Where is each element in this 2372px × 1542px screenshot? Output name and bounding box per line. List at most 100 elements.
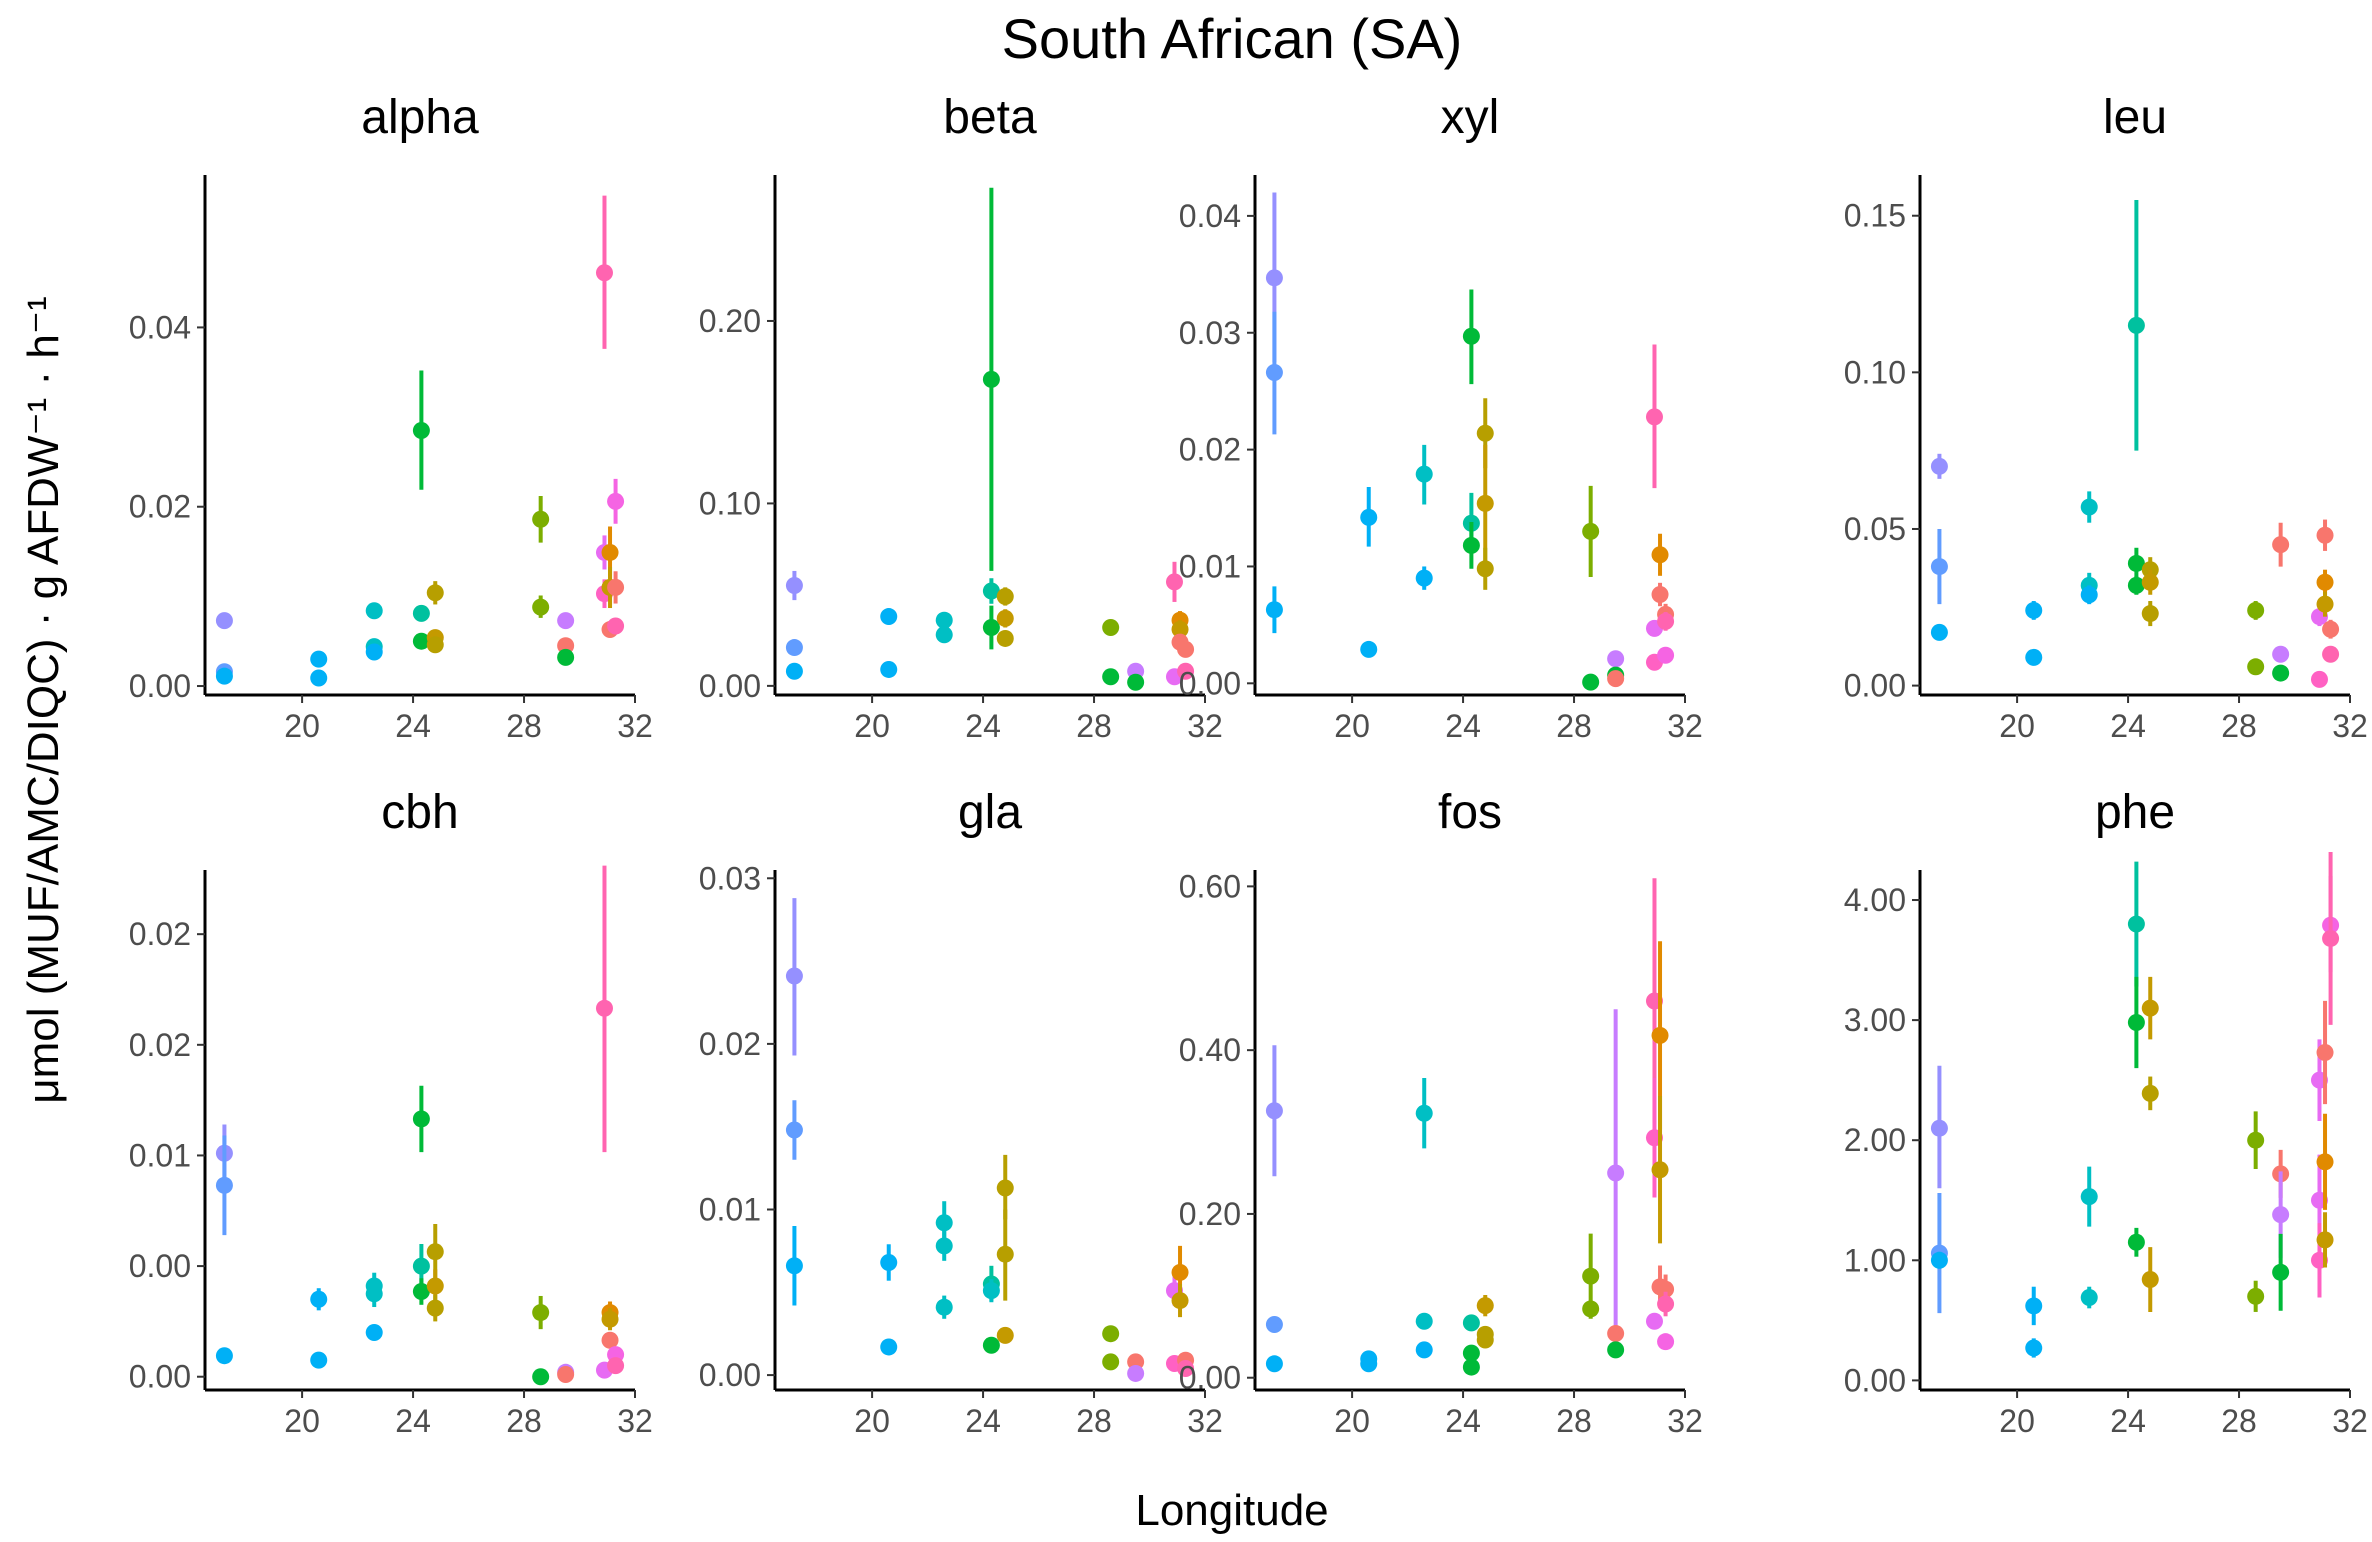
y-tick-label: 0.20 [1179, 1196, 1241, 1232]
data-point [2141, 573, 2159, 591]
data-point [880, 660, 898, 678]
y-tick-label: 0.01 [1179, 548, 1241, 584]
data-point [1930, 1251, 1948, 1269]
data-point [1476, 560, 1494, 578]
data-point [880, 1253, 898, 1271]
y-tick-label: 0.15 [1844, 198, 1906, 234]
x-tick-label: 20 [1334, 1403, 1370, 1439]
data-point [2272, 645, 2290, 663]
facet-grid: alpha 0.00 0.02 0.04 20 24 28 32 beta 0.00 0.10 0.2… [129, 91, 2368, 1439]
data-point [532, 1304, 550, 1322]
panel-title: fos [1438, 786, 1502, 839]
data-point [1476, 1297, 1494, 1315]
x-tick-label: 24 [965, 1403, 1001, 1439]
data-point [996, 1179, 1014, 1197]
y-tick-label: 0.01 [129, 1137, 191, 1173]
data-point [412, 422, 430, 440]
data-point [2272, 1206, 2290, 1224]
x-tick-label: 20 [284, 1403, 320, 1439]
data-point [595, 999, 613, 1017]
x-tick-label: 20 [854, 1403, 890, 1439]
data-point [2080, 1188, 2098, 1206]
y-tick-label: 0.40 [1179, 1032, 1241, 1068]
y-tick-label: 0.02 [129, 916, 191, 952]
y-tick-label: 0.00 [1179, 1360, 1241, 1396]
data-point [935, 1298, 953, 1316]
data-point [595, 264, 613, 282]
y-tick-label: 0.00 [129, 1359, 191, 1395]
data-point [2247, 658, 2265, 676]
data-point [1102, 1325, 1120, 1343]
panel-alpha: alpha 0.00 0.02 0.04 20 24 28 32 [129, 91, 653, 744]
data-point [935, 611, 953, 629]
data-point [2127, 316, 2145, 334]
data-point [1607, 1324, 1625, 1342]
data-point [982, 1336, 1000, 1354]
data-point [412, 604, 430, 622]
panel-title: xyl [1441, 91, 1500, 144]
data-point [557, 637, 575, 655]
y-tick-label: 0.05 [1844, 511, 1906, 547]
data-point [2127, 1233, 2145, 1251]
x-tick-label: 20 [1999, 1403, 2035, 1439]
data-point [532, 510, 550, 528]
x-tick-label: 28 [506, 708, 542, 744]
data-point [982, 582, 1000, 600]
data-point [1415, 1341, 1433, 1359]
data-point [982, 618, 1000, 636]
data-point [1265, 363, 1283, 381]
data-point [310, 650, 328, 668]
data-point [1657, 1295, 1675, 1313]
data-point [1657, 612, 1675, 630]
panel-fos: fos 0.00 0.20 0.40 0.60 20 24 28 32 [1179, 786, 1703, 1439]
data-point [2025, 1339, 2043, 1357]
data-point [1462, 1358, 1480, 1376]
y-tick-label: 0.60 [1179, 868, 1241, 904]
data-point [2025, 601, 2043, 619]
data-point [426, 636, 444, 654]
y-tick-label: 0.00 [699, 1357, 761, 1393]
data-point [2272, 664, 2290, 682]
data-point [2025, 648, 2043, 666]
data-point [2272, 1263, 2290, 1281]
data-point [365, 643, 383, 661]
data-point [1171, 620, 1189, 638]
data-point [607, 1357, 625, 1375]
data-point [1360, 640, 1378, 658]
x-tick-label: 28 [1556, 1403, 1592, 1439]
data-point [2127, 1014, 2145, 1032]
data-point [1651, 586, 1669, 604]
panel-title: beta [943, 91, 1037, 144]
data-point [1476, 424, 1494, 442]
x-tick-label: 32 [1667, 1403, 1703, 1439]
data-point [2127, 915, 2145, 933]
data-point [1607, 1164, 1625, 1182]
y-tick-label: 0.00 [1179, 665, 1241, 701]
data-point [996, 1245, 1014, 1263]
data-point [365, 1285, 383, 1303]
data-point [1102, 618, 1120, 636]
y-tick-label: 0.02 [1179, 432, 1241, 468]
data-point [2322, 620, 2340, 638]
data-point [310, 669, 328, 687]
data-point [426, 1277, 444, 1295]
data-point [557, 1366, 575, 1384]
x-tick-label: 28 [2221, 708, 2257, 744]
y-tick-label: 0.01 [699, 1191, 761, 1227]
y-tick-label: 2.00 [1844, 1122, 1906, 1158]
data-point [601, 1310, 619, 1328]
panel-title: phe [2095, 786, 2175, 839]
data-point [2127, 576, 2145, 594]
data-point [412, 1283, 430, 1301]
data-point [1102, 1353, 1120, 1371]
data-point [2316, 1044, 2334, 1062]
x-tick-label: 24 [965, 708, 1001, 744]
data-point [785, 577, 803, 595]
data-point [2141, 605, 2159, 623]
data-point [2322, 645, 2340, 663]
data-point [1177, 662, 1195, 680]
data-point [365, 602, 383, 620]
data-point [557, 612, 575, 630]
y-tick-label: 4.00 [1844, 882, 1906, 918]
